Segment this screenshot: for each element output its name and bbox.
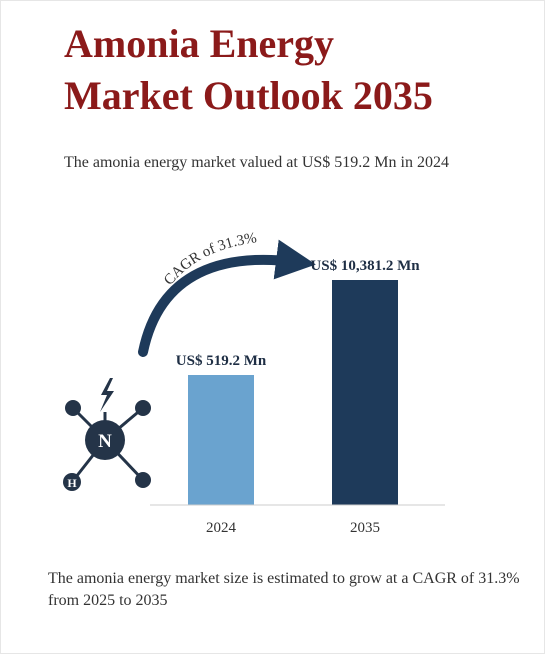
hydrogen-atom-icon xyxy=(63,473,81,491)
data-label-2024: US$ 519.2 Mn xyxy=(176,353,267,369)
x-tick-label-2024: 2024 xyxy=(206,520,237,536)
cagr-growth-arrow xyxy=(138,239,316,357)
bar-2035 xyxy=(332,280,398,505)
ammonia-molecule-icon: H N xyxy=(63,378,151,491)
footer-line-1: The amonia energy market size is estimat… xyxy=(48,570,520,587)
bar-2024 xyxy=(188,375,254,505)
nitrogen-symbol: N xyxy=(98,431,112,452)
lightning-bolt-icon xyxy=(100,378,114,412)
atom-node-icon xyxy=(65,400,81,416)
nitrogen-atom-icon xyxy=(85,420,125,460)
market-value-subtitle: The amonia energy market valued at US$ 5… xyxy=(64,154,449,171)
footer-line-2: from 2025 to 2035 xyxy=(48,592,168,609)
atom-node-icon xyxy=(135,400,151,416)
title-line-2: Market Outlook 2035 xyxy=(64,73,433,118)
hydrogen-symbol: H xyxy=(67,476,77,490)
bars-layer: US$ 519.2 Mn 2024 US$ 10,381.2 Mn 2035 xyxy=(176,258,420,536)
x-tick-label-2035: 2035 xyxy=(350,520,380,536)
data-label-2035: US$ 10,381.2 Mn xyxy=(310,258,420,274)
title-line-1: Amonia Energy xyxy=(64,21,334,66)
page-title: Amonia Energy Market Outlook 2035 xyxy=(64,18,433,122)
atom-node-icon xyxy=(135,472,151,488)
cagr-footer-note: The amonia energy market size is estimat… xyxy=(48,568,520,612)
